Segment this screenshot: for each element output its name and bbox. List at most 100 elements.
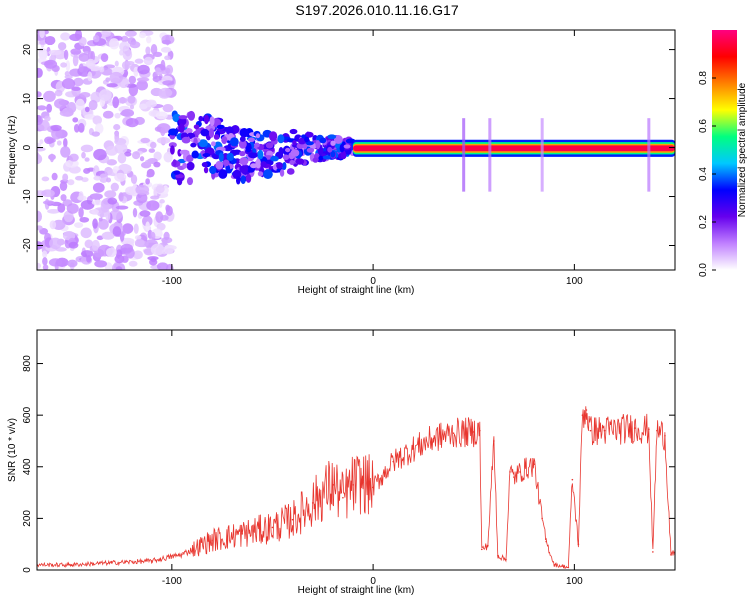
spectrogram-blob — [203, 114, 209, 125]
spectrogram-blob — [68, 165, 81, 174]
snr-point — [561, 565, 564, 567]
spectrogram-blob — [114, 112, 121, 119]
spectrogram-blob — [134, 235, 142, 240]
spectrogram-blob — [44, 35, 56, 46]
spectrogram-blob — [268, 131, 278, 142]
spectrogram-blob — [289, 128, 298, 135]
spectrogram-blob — [340, 150, 346, 159]
spectrogram-blob — [123, 151, 132, 157]
spectrogram-blob — [135, 184, 150, 195]
spectrogram-blob — [282, 154, 290, 161]
spectrogram-blob — [263, 169, 273, 180]
spectrogram-blob — [160, 59, 166, 72]
spectrogram-blob — [56, 140, 62, 146]
spectrogram-blob — [198, 139, 208, 148]
spectrogram-blob — [78, 36, 87, 47]
spectrogram-blob — [247, 137, 255, 143]
spectrogram-blob — [93, 34, 100, 43]
spectrogram-blob — [105, 209, 111, 222]
spectrogram-blob — [83, 168, 91, 174]
spectrogram-blob — [93, 175, 102, 181]
spectrogram-blob — [37, 142, 42, 148]
spectrogram-blob — [160, 126, 166, 137]
spectrogram-blob — [39, 30, 45, 39]
spectrogram-blob — [312, 157, 319, 163]
spectrogram-blob — [49, 220, 57, 230]
spectrogram-blob — [286, 168, 295, 175]
spectrogram-blob — [67, 259, 78, 268]
spectrogram-blob — [302, 143, 308, 150]
spectrogram-blob — [74, 175, 84, 181]
spectrogram-blob — [59, 181, 68, 192]
spectrogram-blob — [114, 172, 127, 182]
spectrogram-blob — [37, 153, 43, 165]
spectrogram-frame — [36, 29, 676, 271]
spectrogram-ylabel: Frequency (Hz) — [7, 116, 18, 185]
spectrogram-blob — [62, 173, 69, 182]
spectrogram-blob — [109, 209, 123, 221]
spectrogram-blob — [327, 134, 337, 140]
spectrogram-blob — [153, 151, 162, 161]
snr-xlabel: Height of straight line (km) — [298, 585, 415, 596]
spectrogram-blob — [61, 78, 76, 90]
spectrogram-blob — [144, 159, 152, 166]
spectrogram-blob — [270, 155, 279, 162]
spectrogram-blob — [131, 151, 141, 160]
spectrogram-blob — [295, 158, 305, 165]
spectrogram-ytick-label: 20 — [22, 44, 33, 56]
spectrogram-blob — [239, 136, 246, 142]
spectrogram-blob — [91, 199, 104, 206]
colorbar-tick-label: 0.4 — [698, 167, 709, 181]
spectrogram-blob — [137, 64, 150, 75]
spectrogram-blob — [86, 58, 96, 69]
snr-point — [493, 440, 495, 442]
snr-ytick-label: 200 — [22, 510, 33, 527]
spectrogram-blob — [98, 218, 109, 230]
spectrogram-blob — [136, 192, 148, 204]
spectrogram-blob — [218, 152, 224, 162]
spectrogram-blob — [139, 156, 145, 162]
spectrogram-blob — [285, 147, 291, 153]
snr-point — [670, 553, 672, 556]
spectrogram-blob — [235, 176, 241, 185]
spectrogram-blob — [101, 231, 115, 240]
spectrogram-blob — [73, 123, 80, 133]
spectrogram-blob — [92, 182, 105, 193]
spectrogram-blob — [84, 239, 94, 249]
spectrogram-blob — [240, 175, 246, 185]
spectrogram-blob — [52, 219, 66, 230]
spectrogram-blob — [42, 200, 55, 205]
snr-point — [352, 484, 354, 486]
snr-ylabel: SNR (10 * v/v) — [7, 418, 18, 482]
spectrogram-blob — [319, 137, 327, 144]
spectrogram-blob — [292, 140, 297, 146]
spectrogram-blob — [48, 49, 62, 56]
spectrogram-blob — [156, 222, 166, 231]
spectrogram-blob — [142, 215, 153, 227]
snr-point — [509, 471, 511, 473]
spectrogram-blob — [82, 45, 91, 54]
spectrogram-xtick-label: 0 — [370, 276, 376, 287]
snr-point — [648, 428, 650, 431]
spectrogram-blob — [115, 205, 129, 210]
snr-point — [652, 551, 654, 553]
spectrogram-blob — [168, 128, 179, 136]
colorbar-tick-label: 0.8 — [698, 71, 709, 85]
spectrogram-blob — [305, 131, 310, 139]
spectrogram-blob — [173, 170, 181, 175]
snr-point — [633, 427, 636, 429]
snr-point — [603, 429, 606, 432]
spectrogram-blob — [186, 177, 194, 186]
spectrogram-blob — [88, 99, 98, 111]
colorbar-label: Normalized spectral amplitude — [737, 82, 748, 217]
spectrogram-blob — [66, 203, 79, 214]
spectrogram-blob — [276, 162, 283, 170]
spectrogram-blob — [122, 223, 134, 234]
snr-point — [541, 517, 543, 520]
spectrogram-blob — [87, 71, 93, 82]
spectrogram-blob — [330, 150, 336, 158]
spectrogram-blob — [225, 126, 234, 135]
spectrogram-blob — [112, 226, 122, 237]
spectrogram-blob — [248, 152, 258, 159]
spectrogram-blob — [120, 35, 129, 43]
